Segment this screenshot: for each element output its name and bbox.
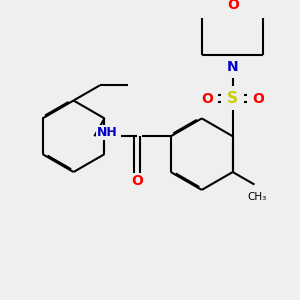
Text: CH₃: CH₃	[248, 192, 267, 202]
Text: O: O	[253, 92, 264, 106]
Text: O: O	[201, 92, 213, 106]
Text: S: S	[227, 91, 238, 106]
Text: O: O	[131, 174, 143, 188]
Text: NH: NH	[97, 126, 118, 139]
Text: N: N	[227, 59, 239, 74]
Text: O: O	[227, 0, 239, 12]
